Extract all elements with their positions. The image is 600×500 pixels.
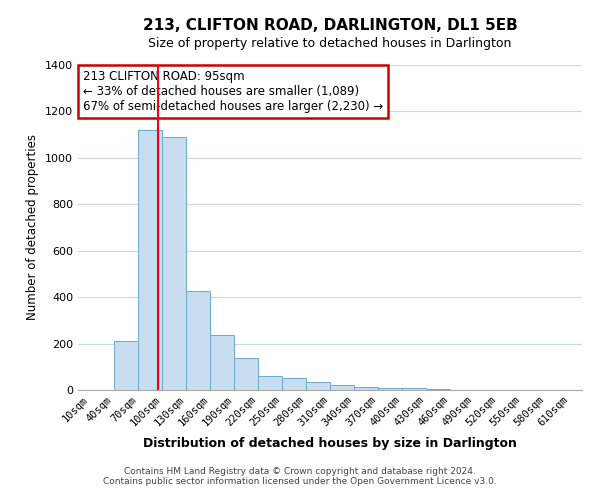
Text: Contains public sector information licensed under the Open Government Licence v3: Contains public sector information licen…: [103, 477, 497, 486]
Bar: [378, 388, 402, 390]
Bar: [330, 386, 354, 390]
Bar: [162, 137, 186, 390]
Bar: [282, 378, 306, 390]
Bar: [354, 386, 378, 390]
Bar: [210, 336, 234, 390]
Bar: [234, 358, 258, 390]
X-axis label: Distribution of detached houses by size in Darlington: Distribution of detached houses by size …: [143, 437, 517, 450]
Bar: [426, 389, 450, 390]
Y-axis label: Number of detached properties: Number of detached properties: [26, 134, 40, 320]
Text: Contains HM Land Registry data © Crown copyright and database right 2024.: Contains HM Land Registry data © Crown c…: [124, 467, 476, 476]
Bar: [186, 292, 210, 390]
Text: Size of property relative to detached houses in Darlington: Size of property relative to detached ho…: [148, 38, 512, 51]
Text: 213, CLIFTON ROAD, DARLINGTON, DL1 5EB: 213, CLIFTON ROAD, DARLINGTON, DL1 5EB: [143, 18, 517, 32]
Bar: [258, 376, 282, 390]
Bar: [306, 382, 330, 390]
Bar: [402, 388, 426, 390]
Text: 213 CLIFTON ROAD: 95sqm
← 33% of detached houses are smaller (1,089)
67% of semi: 213 CLIFTON ROAD: 95sqm ← 33% of detache…: [83, 70, 383, 113]
Bar: [138, 130, 162, 390]
Bar: [114, 341, 138, 390]
